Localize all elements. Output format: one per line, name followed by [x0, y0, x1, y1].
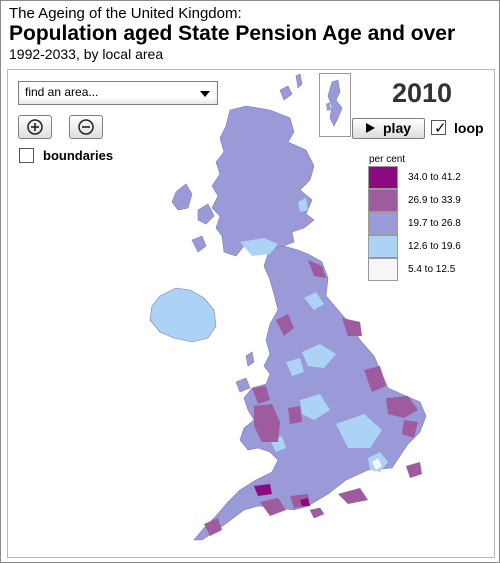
year-label: 2010	[392, 78, 453, 108]
map-area-suffolk	[402, 420, 418, 438]
map-region-shetland	[295, 73, 303, 89]
map-area-midlands	[300, 394, 330, 420]
play-button[interactable]: play	[352, 118, 425, 139]
page-supertitle: The Ageing of the United Kingdom:	[9, 5, 242, 22]
play-icon	[366, 123, 375, 133]
page-title: Population aged State Pension Age and ov…	[9, 22, 456, 45]
page-subtitle: 1992-2033, by local area	[9, 46, 164, 62]
map-region-hebrides	[171, 183, 193, 211]
checkmark-icon: ✓	[434, 120, 447, 137]
map-panel: find an area... boundaries 2010	[7, 69, 495, 558]
find-area-dropdown[interactable]: find an area...	[18, 81, 218, 105]
map-area-cornwall	[204, 518, 222, 536]
boundaries-checkbox[interactable]	[19, 148, 34, 163]
legend-label-34-41: 34.0 to 41.2	[408, 172, 461, 183]
map-region-scotland	[211, 105, 315, 257]
map-area-norfolk	[386, 396, 418, 418]
map-area-aberdeen	[298, 198, 308, 212]
play-button-label: play	[383, 120, 412, 136]
plus-circle-icon	[27, 119, 43, 135]
map-region-skye	[197, 203, 215, 225]
legend-swatch-5-13	[368, 258, 398, 281]
map-area-shropshire	[288, 406, 302, 424]
map-region-england-wales	[193, 245, 427, 541]
boundaries-label: boundaries	[43, 148, 114, 163]
map-area-central-belt	[240, 238, 278, 256]
shetland-inset-map	[319, 73, 351, 137]
map-region-anglesey	[235, 377, 251, 393]
map-area-yorkshire	[302, 344, 336, 368]
map-region-isle-of-wight	[309, 507, 325, 519]
legend-title: per cent	[369, 154, 406, 165]
legend-swatch-27-34	[368, 189, 398, 212]
map-area-lincolnshire	[364, 366, 386, 392]
map-area-newcastle	[304, 292, 324, 310]
map-area-mid-wales	[254, 404, 280, 442]
map-region-isle-of-man	[245, 351, 255, 367]
loop-label: loop	[454, 120, 484, 136]
map-area-christchurch	[300, 498, 310, 506]
header: The Ageing of the United Kingdom: Popula…	[9, 5, 455, 63]
chevron-down-icon[interactable]	[200, 91, 210, 97]
shetland-inset-shape	[326, 79, 343, 127]
map-area-north-devon	[254, 484, 272, 496]
map-area-inner-london	[372, 458, 382, 470]
legend-swatch-13-20	[368, 235, 398, 258]
zoom-out-button[interactable]	[69, 115, 103, 139]
map-area-cumbria	[276, 314, 294, 336]
map-area-manchester	[286, 358, 304, 376]
map-area-belfast	[194, 300, 204, 314]
map-area-east-yorkshire	[342, 318, 362, 336]
map-area-sussex	[338, 488, 368, 504]
map-area-north-wales	[252, 386, 270, 404]
map-region-northern-ireland	[149, 287, 217, 343]
map-region-mull	[191, 235, 207, 253]
minus-circle-icon	[78, 119, 94, 135]
map-area-devon-coast	[260, 498, 286, 516]
uk-map[interactable]	[8, 70, 494, 557]
loop-checkbox[interactable]: ✓	[431, 120, 447, 137]
legend-label-27-34: 26.9 to 33.9	[408, 195, 461, 206]
map-area-kent-coast	[406, 462, 422, 478]
map-area-oxford-cambridge	[336, 414, 382, 448]
legend-swatch-34-41	[368, 166, 398, 189]
legend-swatch-20-27	[368, 212, 398, 235]
find-area-value: find an area...	[25, 85, 99, 99]
legend-label-5-13: 5.4 to 12.5	[408, 264, 456, 275]
legend-label-20-27: 19.7 to 26.8	[408, 218, 461, 229]
legend-label-13-20: 12.6 to 19.6	[408, 241, 461, 252]
map-region-orkney	[279, 85, 293, 101]
zoom-in-button[interactable]	[18, 115, 52, 139]
map-area-northumberland	[308, 260, 326, 278]
